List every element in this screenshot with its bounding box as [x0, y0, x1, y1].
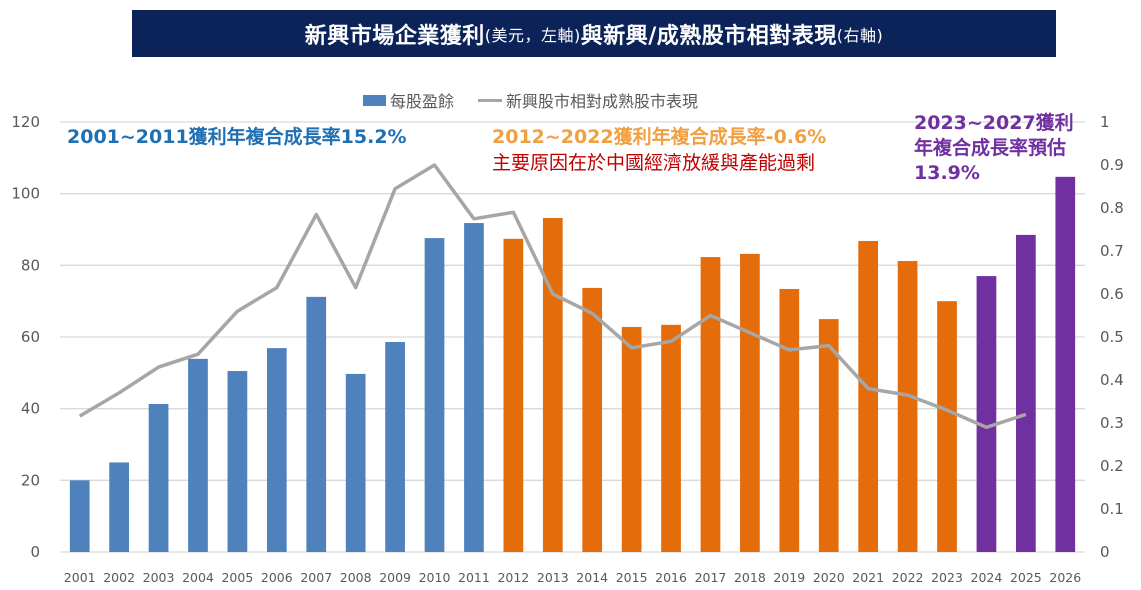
y-right-tick-label: 0.7	[1100, 242, 1124, 260]
y-left-tick-label: 120	[11, 113, 40, 131]
x-tick-label: 2012	[497, 570, 529, 585]
bar-2001	[69, 480, 90, 552]
y-right-tick-label: 0	[1100, 543, 1110, 561]
x-tick-label: 2022	[892, 570, 924, 585]
bar-2002	[109, 462, 129, 552]
annotation-period2: 2012~2022獲利年複合成長率-0.6%	[492, 126, 827, 148]
bar-2003	[148, 404, 169, 552]
bar-2015	[621, 326, 642, 552]
title-main-2: 與新興/成熟股市相對表現	[580, 23, 837, 49]
bar-2006	[266, 348, 287, 552]
annotation-period3-line1: 2023~2027獲利	[914, 112, 1074, 134]
bar-2019	[779, 288, 800, 552]
title-main-1: 新興市場企業獲利	[304, 23, 485, 49]
y-right-tick-label: 0.5	[1100, 328, 1124, 346]
legend-line-swatch	[478, 98, 503, 102]
y-right-tick-label: 0.6	[1100, 285, 1124, 303]
x-tick-label: 2020	[813, 570, 845, 585]
x-tick-label: 2024	[971, 570, 1003, 585]
title-note-2: (右軸)	[836, 25, 884, 45]
x-tick-label: 2013	[537, 570, 569, 585]
bar-2023	[937, 301, 957, 552]
bar-2009	[385, 342, 405, 552]
y-left-tick-label: 40	[21, 400, 40, 418]
x-tick-label: 2015	[616, 570, 648, 585]
x-tick-label: 2007	[300, 570, 332, 585]
legend-line-label: 新興股市相對成熟股市表現	[506, 92, 699, 111]
bar-2013	[542, 218, 563, 553]
bar-2021	[858, 240, 879, 552]
bar-2007	[306, 296, 327, 552]
bar-2018	[740, 253, 760, 552]
x-tick-label: 2021	[852, 570, 884, 585]
x-tick-label: 2010	[419, 570, 451, 585]
legend-bar-label: 每股盈餘	[390, 92, 455, 111]
y-right-tick-label: 0.3	[1100, 414, 1124, 432]
bar-2025	[1016, 234, 1036, 552]
y-right-tick-label: 0.8	[1100, 199, 1124, 217]
y-left-tick-label: 0	[30, 543, 40, 561]
y-right-tick-label: 0.9	[1100, 156, 1124, 174]
bar-2012	[503, 238, 524, 553]
y-left-tick-label: 60	[21, 328, 40, 346]
bar-2010	[424, 238, 445, 552]
annotation-period2-reason: 主要原因在於中國經濟放緩與產能過剩	[492, 152, 816, 174]
x-tick-label: 2023	[931, 570, 963, 585]
x-tick-label: 2011	[458, 570, 490, 585]
x-tick-label: 2014	[576, 570, 608, 585]
legend: 每股盈餘 新興股市相對成熟股市表現	[363, 88, 698, 112]
x-tick-label: 2016	[655, 570, 687, 585]
y-left-tick-label: 100	[11, 185, 40, 203]
annotation-period3-line3: 13.9%	[914, 162, 980, 184]
bar-2004	[188, 358, 208, 552]
bar-2005	[227, 371, 248, 552]
bar-2017	[700, 257, 721, 552]
bar-2016	[661, 324, 681, 552]
x-tick-label: 2006	[261, 570, 293, 585]
annotation-period1: 2001~2011獲利年複合成長率15.2%	[67, 126, 407, 148]
x-tick-label: 2005	[221, 570, 253, 585]
bar-2011	[464, 223, 484, 553]
x-tick-label: 2004	[182, 570, 214, 585]
y-left-tick-label: 20	[21, 471, 40, 489]
title-note-1: (美元，左軸)	[484, 25, 581, 45]
bar-2022	[897, 261, 918, 552]
x-tick-label: 2025	[1010, 570, 1042, 585]
x-tick-label: 2017	[695, 570, 727, 585]
bar-2026	[1055, 176, 1076, 552]
legend-bar-swatch	[363, 94, 386, 106]
x-tick-label: 2026	[1049, 570, 1081, 585]
y-right-tick-label: 0.4	[1100, 371, 1124, 389]
x-tick-label: 2008	[340, 570, 372, 585]
annotation-period3: 2023~2027獲利 年複合成長率預估 13.9%	[914, 111, 1074, 186]
bar-2024	[976, 276, 997, 552]
y-right-tick-label: 1	[1100, 113, 1110, 131]
bar-2014	[582, 287, 603, 552]
x-tick-label: 2019	[773, 570, 805, 585]
x-tick-label: 2001	[64, 570, 96, 585]
x-tick-label: 2018	[734, 570, 766, 585]
y-right-tick-label: 0.1	[1100, 500, 1124, 518]
annotation-period3-line2: 年複合成長率預估	[914, 137, 1067, 159]
bar-2020	[818, 319, 839, 552]
bar-2008	[345, 373, 366, 552]
x-tick-label: 2002	[103, 570, 135, 585]
chart-title: 新興市場企業獲利 (美元，左軸) 與新興/成熟股市相對表現 (右軸)	[132, 10, 1056, 57]
x-tick-label: 2009	[379, 570, 411, 585]
x-tick-label: 2003	[143, 570, 175, 585]
y-left-tick-label: 80	[21, 256, 40, 274]
y-right-tick-label: 0.2	[1100, 457, 1124, 475]
